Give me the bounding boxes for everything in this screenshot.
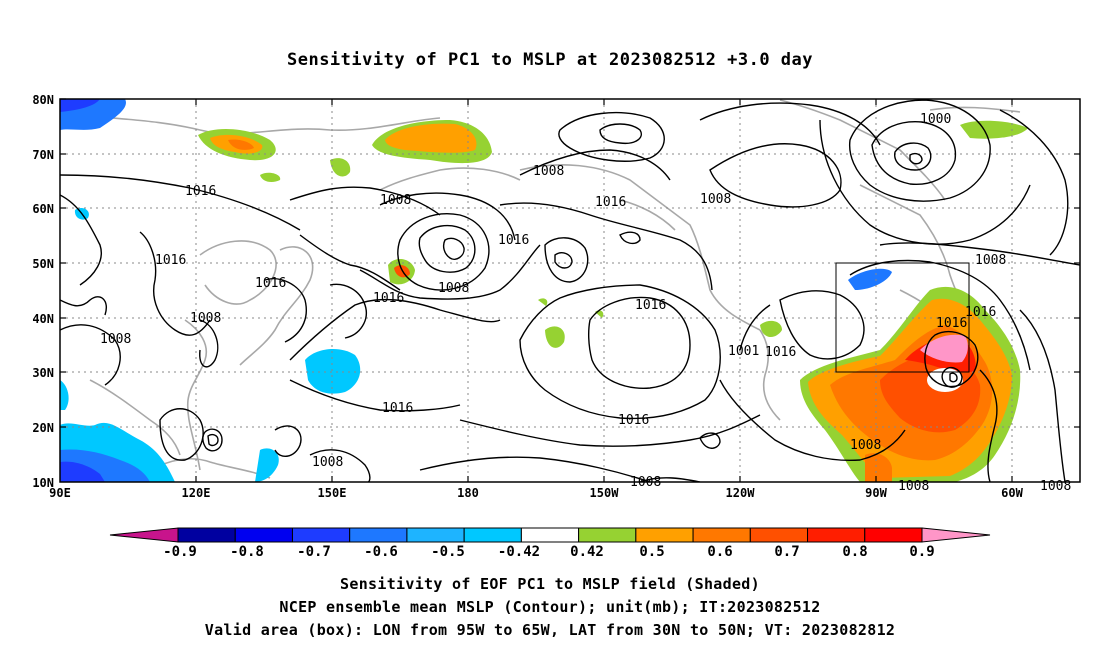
colorbar-label: 0.7	[774, 544, 799, 560]
plot-frame	[59, 98, 1081, 483]
lon-label: 180	[457, 486, 479, 500]
positive-sensitivity-shading	[198, 120, 1028, 482]
contour-label: 1008	[975, 253, 1006, 268]
colorbar-label: -0.5	[431, 544, 465, 560]
colorbar-swatch	[578, 527, 637, 543]
lon-label: 90E	[49, 486, 71, 500]
colorbar-swatch	[864, 527, 923, 543]
lon-label: 120W	[726, 486, 756, 500]
contour-label: 1016	[965, 305, 996, 320]
contour-label: 1016	[936, 316, 967, 331]
lat-label: 50N	[32, 257, 54, 271]
lon-label: 150W	[590, 486, 620, 500]
lat-label: 30N	[32, 366, 54, 380]
contour-label: 1008	[700, 192, 731, 207]
lat-label: 70N	[32, 148, 54, 162]
colorbar-swatch	[749, 527, 809, 543]
latitude-labels: 80N 70N 60N 50N 40N 30N 20N 10N	[32, 93, 54, 490]
valid-area-box	[835, 262, 970, 373]
colorbar-label: -0.7	[297, 544, 331, 560]
colorbar-swatch	[635, 527, 694, 543]
mslp-contours	[60, 99, 1080, 482]
contour-label: 1016	[765, 345, 796, 360]
colorbar-left-arrow	[109, 527, 179, 543]
graticule	[60, 99, 1080, 482]
colorbar-label: 0.9	[909, 544, 934, 560]
colorbar-label: 0.42	[570, 544, 604, 560]
contour-label: 1016	[618, 413, 649, 428]
lon-label: 120E	[182, 486, 211, 500]
contour-label: 1000	[920, 112, 951, 127]
colorbar-label: 0.5	[639, 544, 664, 560]
colorbar-right-arrow	[921, 527, 991, 543]
contour-label: 1008	[850, 438, 881, 453]
contour-label: 1008	[190, 311, 221, 326]
contour-label: 1008	[630, 475, 661, 490]
contour-label: 1016	[382, 401, 413, 416]
colorbar-label: -0.42	[498, 544, 540, 560]
map-title: Sensitivity of PC1 to MSLP at 2023082512…	[286, 50, 813, 70]
colorbar-label: -0.6	[364, 544, 398, 560]
contour-label: 1008	[1040, 479, 1071, 494]
lat-label: 10N	[32, 476, 54, 490]
contour-label: 1008	[438, 281, 469, 296]
lon-label: 60W	[1001, 486, 1023, 500]
colorbar-label: 0.8	[842, 544, 867, 560]
colorbar-swatch	[692, 527, 751, 543]
lon-label: 150E	[318, 486, 347, 500]
colorbar-swatch	[406, 527, 465, 543]
colorbar-swatch	[463, 527, 522, 543]
lon-label: 90W	[865, 486, 887, 500]
contour-label: 1016	[185, 184, 216, 199]
colorbar-label: -0.9	[163, 544, 197, 560]
negative-sensitivity-shading	[60, 99, 892, 482]
colorbar	[109, 527, 991, 543]
contour-label: 1016	[595, 195, 626, 210]
colorbar-swatch	[349, 527, 408, 543]
colorbar-swatch	[234, 527, 293, 543]
contour-label: 1001	[728, 344, 759, 359]
contour-label: 1016	[255, 276, 286, 291]
colorbar-swatch	[291, 527, 351, 543]
contour-label: 1008	[380, 193, 411, 208]
colorbar-swatch	[807, 527, 866, 543]
colorbar-label: -0.8	[230, 544, 264, 560]
contour-label: 1016	[155, 253, 186, 268]
lat-label: 40N	[32, 312, 54, 326]
caption-valid-area: Valid area (box): LON from 95W to 65W, L…	[204, 621, 896, 639]
contour-label: 1016	[498, 233, 529, 248]
contour-labels: 1016 1016 1016 1008 1008 1008 1016 1008 …	[100, 112, 1071, 494]
colorbar-swatch	[177, 527, 236, 543]
plot-area	[60, 99, 1080, 482]
contour-label: 1016	[635, 298, 666, 313]
contour-label: 1008	[898, 479, 929, 494]
contour-label: 1016	[373, 291, 404, 306]
caption-contour: NCEP ensemble mean MSLP (Contour); unit(…	[279, 598, 821, 616]
colorbar-label: 0.6	[707, 544, 732, 560]
lat-label: 80N	[32, 93, 54, 107]
lat-label: 60N	[32, 202, 54, 216]
contour-label: 1008	[312, 455, 343, 470]
caption-shaded: Sensitivity of EOF PC1 to MSLP field (Sh…	[340, 575, 760, 593]
colorbar-labels: -0.9 -0.8 -0.7 -0.6 -0.5 -0.42 0.42 0.5 …	[163, 544, 935, 560]
longitude-labels: 90E 120E 150E 180 150W 120W 90W 60W	[49, 486, 1023, 500]
tick-marks	[60, 98, 1080, 482]
contour-label: 1008	[533, 164, 564, 179]
contour-label: 1008	[100, 332, 131, 347]
lat-label: 20N	[32, 421, 54, 435]
colorbar-swatch	[520, 527, 580, 543]
